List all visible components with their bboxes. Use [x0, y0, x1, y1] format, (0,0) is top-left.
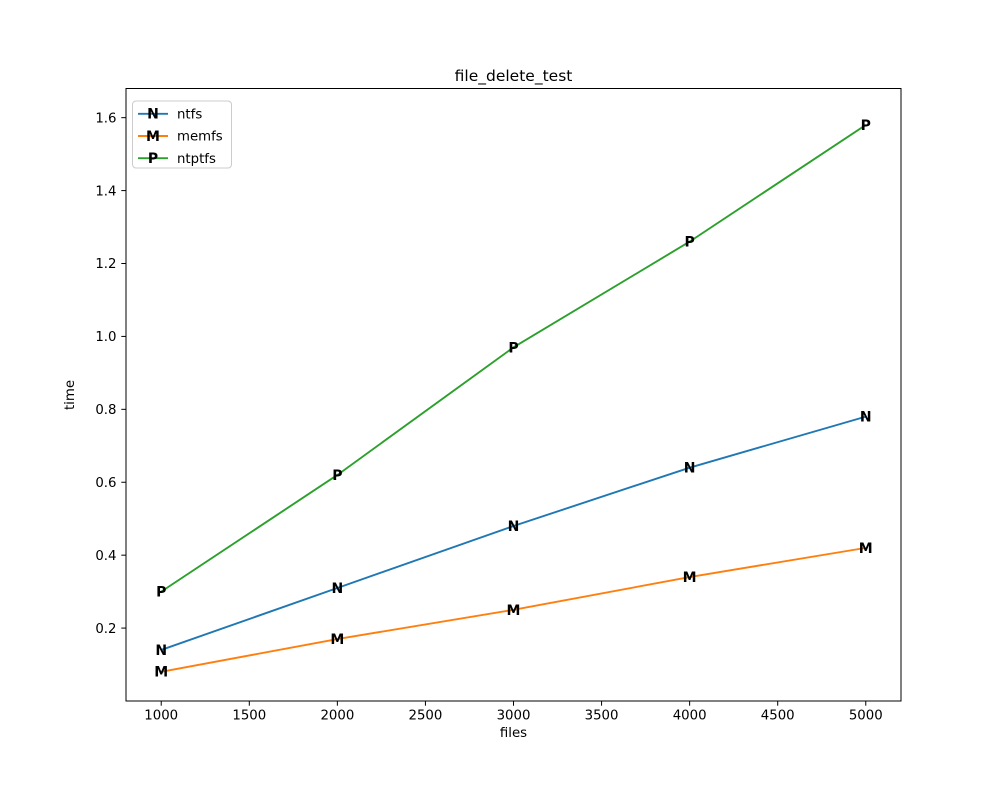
y-tick-label: 1.6 — [95, 111, 116, 126]
marker-N-ntfs: N — [860, 410, 872, 426]
x-tick-label: 3000 — [497, 709, 531, 724]
plot-area: 1000 1500 2000 2500 3000 3500 4000 4500 5000 0.2 0… — [95, 88, 902, 724]
x-tick-label: 2000 — [320, 709, 354, 724]
legend-marker-memfs: M — [146, 129, 160, 145]
marker-M-memfs: M — [507, 603, 521, 619]
x-axis-label: files — [500, 726, 527, 741]
marker-M-memfs: M — [330, 632, 344, 648]
marker-M-memfs: M — [154, 665, 168, 681]
x-tick-label: 1500 — [232, 709, 266, 724]
marker-P-ntptfs: P — [861, 118, 871, 134]
marker-P-ntptfs: P — [508, 340, 518, 356]
marker-P-ntptfs: P — [332, 468, 342, 484]
x-tick-label: 5000 — [849, 709, 883, 724]
legend-marker-ntfs: N — [147, 107, 159, 123]
legend-marker-ntptfs: P — [148, 151, 158, 167]
marker-M-memfs: M — [859, 541, 873, 557]
y-tick-label: 0.8 — [95, 403, 116, 418]
x-tick-label: 4500 — [761, 709, 795, 724]
series-line-memfs — [161, 546, 866, 673]
y-tick-label: 0.2 — [95, 622, 116, 637]
series-line-ntptfs — [160, 124, 867, 593]
legend-label-ntptfs: ntptfs — [177, 152, 216, 167]
x-tick-label: 4000 — [673, 709, 707, 724]
marker-N-ntfs: N — [508, 519, 520, 535]
chart-title: file_delete_test — [455, 67, 573, 86]
y-axis-label: time — [63, 380, 78, 410]
plot-border — [125, 88, 902, 702]
marker-N-ntfs: N — [332, 581, 344, 597]
marker-P-ntptfs: P — [685, 235, 695, 251]
marker-P-ntptfs: P — [156, 585, 166, 601]
legend-label-memfs: memfs — [177, 130, 223, 145]
marker-M-memfs: M — [683, 570, 697, 586]
series-line-ntfs — [160, 415, 867, 651]
legend-box — [132, 100, 232, 169]
y-tick-label: 1.4 — [95, 184, 116, 199]
x-tick-label: 2500 — [409, 709, 443, 724]
y-tick-label: 1.2 — [95, 257, 116, 272]
y-tick-label: 0.4 — [95, 549, 116, 564]
x-tick-label: 1000 — [144, 709, 178, 724]
x-tick-label: 3500 — [585, 709, 619, 724]
y-tick-label: 1.0 — [95, 330, 116, 345]
y-tick-label: 0.6 — [95, 476, 116, 491]
marker-N-ntfs: N — [684, 461, 696, 477]
marker-N-ntfs: N — [155, 643, 167, 659]
legend-label-ntfs: ntfs — [177, 108, 202, 123]
